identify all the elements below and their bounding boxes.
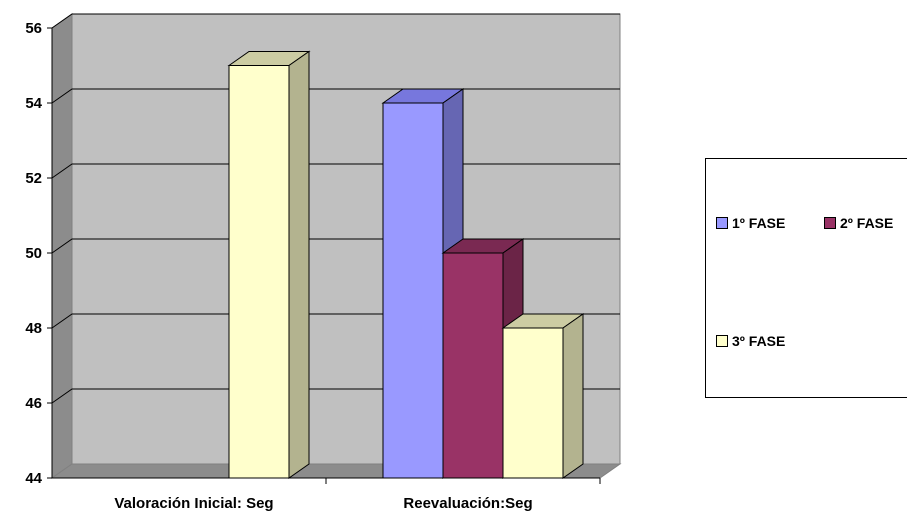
y-tick-label: 50 — [25, 245, 42, 262]
bar-side — [288, 50, 310, 479]
y-tick-label: 54 — [25, 95, 42, 112]
bar-2º FASE-1 — [441, 238, 525, 479]
x-category-label: Reevaluación:Seg — [403, 495, 532, 512]
bar-front — [442, 252, 504, 479]
legend-swatch-1 — [716, 217, 728, 229]
bars — [227, 50, 585, 479]
y-tick-label: 44 — [25, 470, 42, 487]
y-tick-label: 52 — [25, 170, 42, 187]
y-tick-label: 46 — [25, 395, 42, 412]
x-axis: Valoración Inicial: Seg Reevaluación:Seg — [52, 477, 601, 512]
y-axis: 44 46 48 50 52 54 56 — [25, 20, 53, 487]
legend-swatch-3 — [716, 335, 728, 347]
bar-side — [562, 313, 584, 479]
y-tick-label: 56 — [25, 20, 42, 37]
legend: 1º FASE 2º FASE 3º FASE — [705, 158, 907, 398]
legend-swatch-2 — [824, 217, 836, 229]
y-tick-label: 48 — [25, 320, 42, 337]
x-category-label: Valoración Inicial: Seg — [114, 495, 273, 512]
bar-front — [502, 327, 564, 479]
legend-item-1: 1º FASE — [716, 215, 785, 231]
legend-label-1: 1º FASE — [732, 215, 786, 231]
legend-item-2: 2º FASE — [824, 215, 893, 231]
bar-3º FASE-1 — [501, 313, 585, 479]
legend-item-3: 3º FASE — [716, 333, 785, 349]
legend-label-2: 2º FASE — [840, 215, 894, 231]
bar-3º FASE-0 — [227, 50, 311, 479]
legend-label-3: 3º FASE — [732, 333, 786, 349]
bar-front — [382, 102, 444, 479]
bar-front — [228, 65, 290, 479]
gridline — [51, 13, 620, 29]
